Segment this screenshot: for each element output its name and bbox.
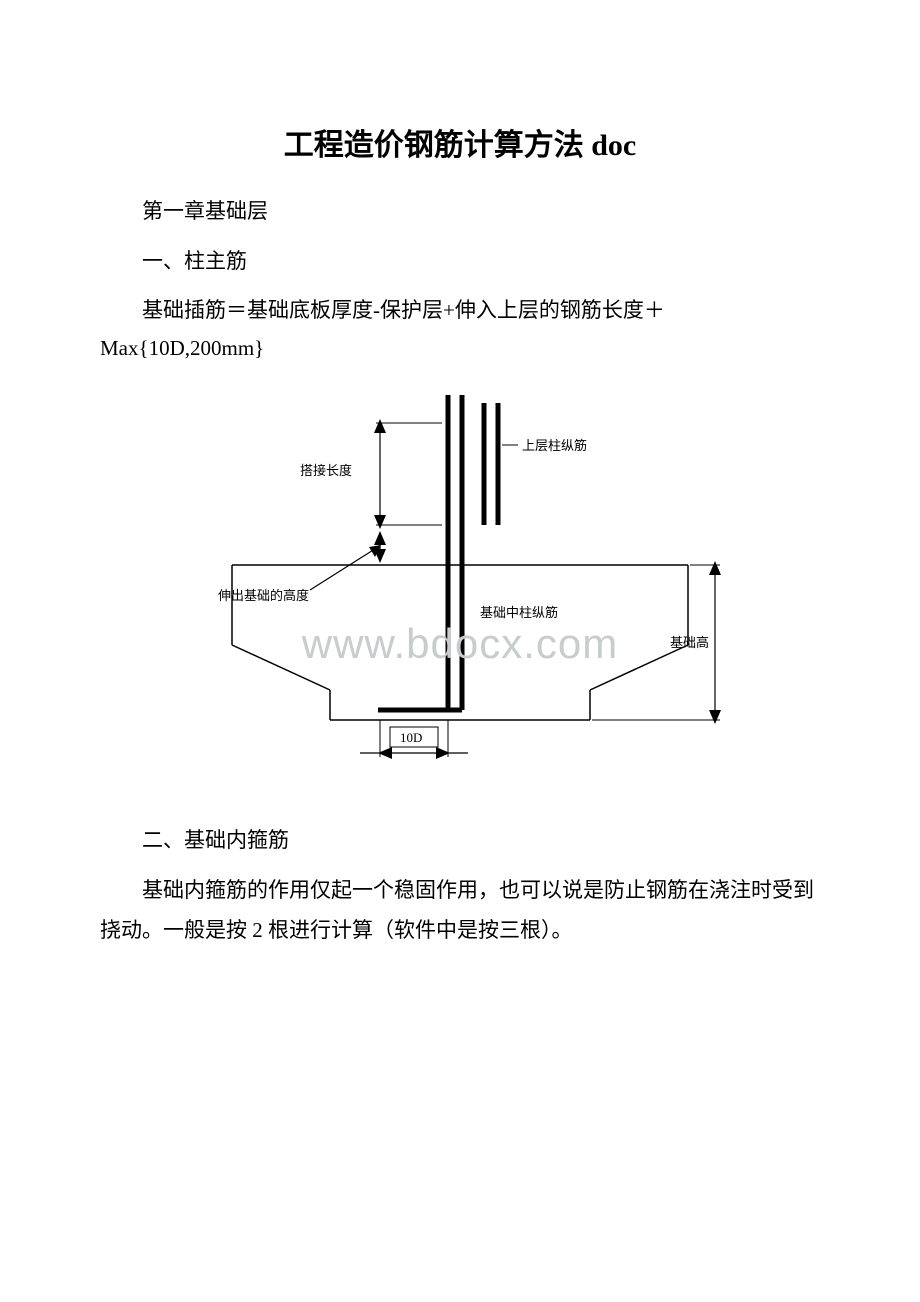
- page-title: 工程造价钢筋计算方法 doc: [100, 120, 820, 164]
- section2-body: 基础内箍筋的作用仅起一个稳固作用，也可以说是防止钢筋在浇注时受到挠动。一般是按 …: [100, 871, 820, 951]
- section2-heading: 二、基础内箍筋: [100, 821, 820, 861]
- formula-block: 基础插筋＝基础底板厚度-保护层+伸入上层的钢筋长度＋ Max{10D,200mm…: [100, 292, 820, 368]
- label-lap-length: 搭接长度: [300, 463, 352, 478]
- diagram-container: 搭接长度 伸出基础的高度 上层柱纵筋 基础中柱纵筋 基础高 10D: [100, 385, 820, 785]
- formula-line-1: 基础插筋＝基础底板厚度-保护层+伸入上层的钢筋长度＋: [100, 292, 820, 330]
- label-ten-d: 10D: [400, 730, 422, 745]
- formula-line-2: Max{10D,200mm}: [100, 330, 820, 368]
- chapter-heading: 第一章基础层: [100, 192, 820, 232]
- label-foundation-height: 基础高: [670, 635, 709, 650]
- section1-heading: 一、柱主筋: [100, 242, 820, 282]
- foundation-diagram: 搭接长度 伸出基础的高度 上层柱纵筋 基础中柱纵筋 基础高 10D: [180, 385, 740, 785]
- label-extend-height: 伸出基础的高度: [218, 588, 309, 603]
- label-foundation-rebar: 基础中柱纵筋: [480, 605, 558, 620]
- label-upper-rebar: 上层柱纵筋: [522, 438, 587, 453]
